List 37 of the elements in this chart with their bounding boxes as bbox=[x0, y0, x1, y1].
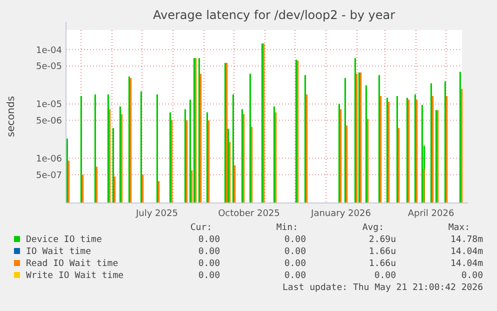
y-tick-label: 5e-07 bbox=[36, 170, 62, 181]
text: 14.04m bbox=[450, 247, 483, 257]
text: 0.00 bbox=[284, 247, 306, 257]
text: Avg: bbox=[362, 223, 384, 233]
text: Max: bbox=[448, 223, 470, 233]
legend-label: Write IO Wait time bbox=[26, 271, 124, 281]
text: 0.00 bbox=[461, 271, 483, 281]
text: 14.04m bbox=[450, 259, 483, 269]
x-tick-label: October 2025 bbox=[218, 209, 280, 219]
legend-label: IO Wait time bbox=[26, 247, 92, 257]
text: Last update: Thu May 21 21:00:42 2026 bbox=[282, 283, 483, 293]
text: Cur: bbox=[190, 223, 212, 233]
text: 14.78m bbox=[450, 235, 483, 245]
y-tick-label: 5e-06 bbox=[36, 116, 62, 126]
chart-title: Average latency for /dev/loop2 - by year bbox=[152, 8, 396, 22]
text: Min: bbox=[276, 223, 298, 233]
text: 0.00 bbox=[198, 247, 220, 257]
text: 0.00 bbox=[284, 271, 306, 281]
y-tick-label: 1e-04 bbox=[36, 46, 62, 56]
text: 0.00 bbox=[198, 235, 220, 245]
text: 0.00 bbox=[198, 259, 220, 269]
x-tick-label: April 2026 bbox=[408, 209, 454, 219]
text: 0.00 bbox=[198, 271, 220, 281]
text: 0.00 bbox=[284, 259, 306, 269]
legend-label: Device IO time bbox=[26, 235, 102, 245]
text: 0.00 bbox=[284, 235, 306, 245]
legend-label: Read IO Wait time bbox=[26, 259, 118, 269]
x-tick-label: July 2025 bbox=[135, 209, 178, 219]
y-tick-label: 1e-05 bbox=[36, 100, 62, 110]
text: 1.66u bbox=[368, 259, 396, 269]
text: 0.00 bbox=[374, 271, 396, 281]
y-tick-label: 1e-06 bbox=[36, 154, 62, 164]
y-axis-title: seconds bbox=[6, 96, 17, 137]
x-tick-label: January 2026 bbox=[310, 209, 372, 219]
y-tick-label: 5e-05 bbox=[36, 62, 62, 72]
text: 2.69u bbox=[368, 235, 396, 245]
text: 1.66u bbox=[368, 247, 396, 257]
